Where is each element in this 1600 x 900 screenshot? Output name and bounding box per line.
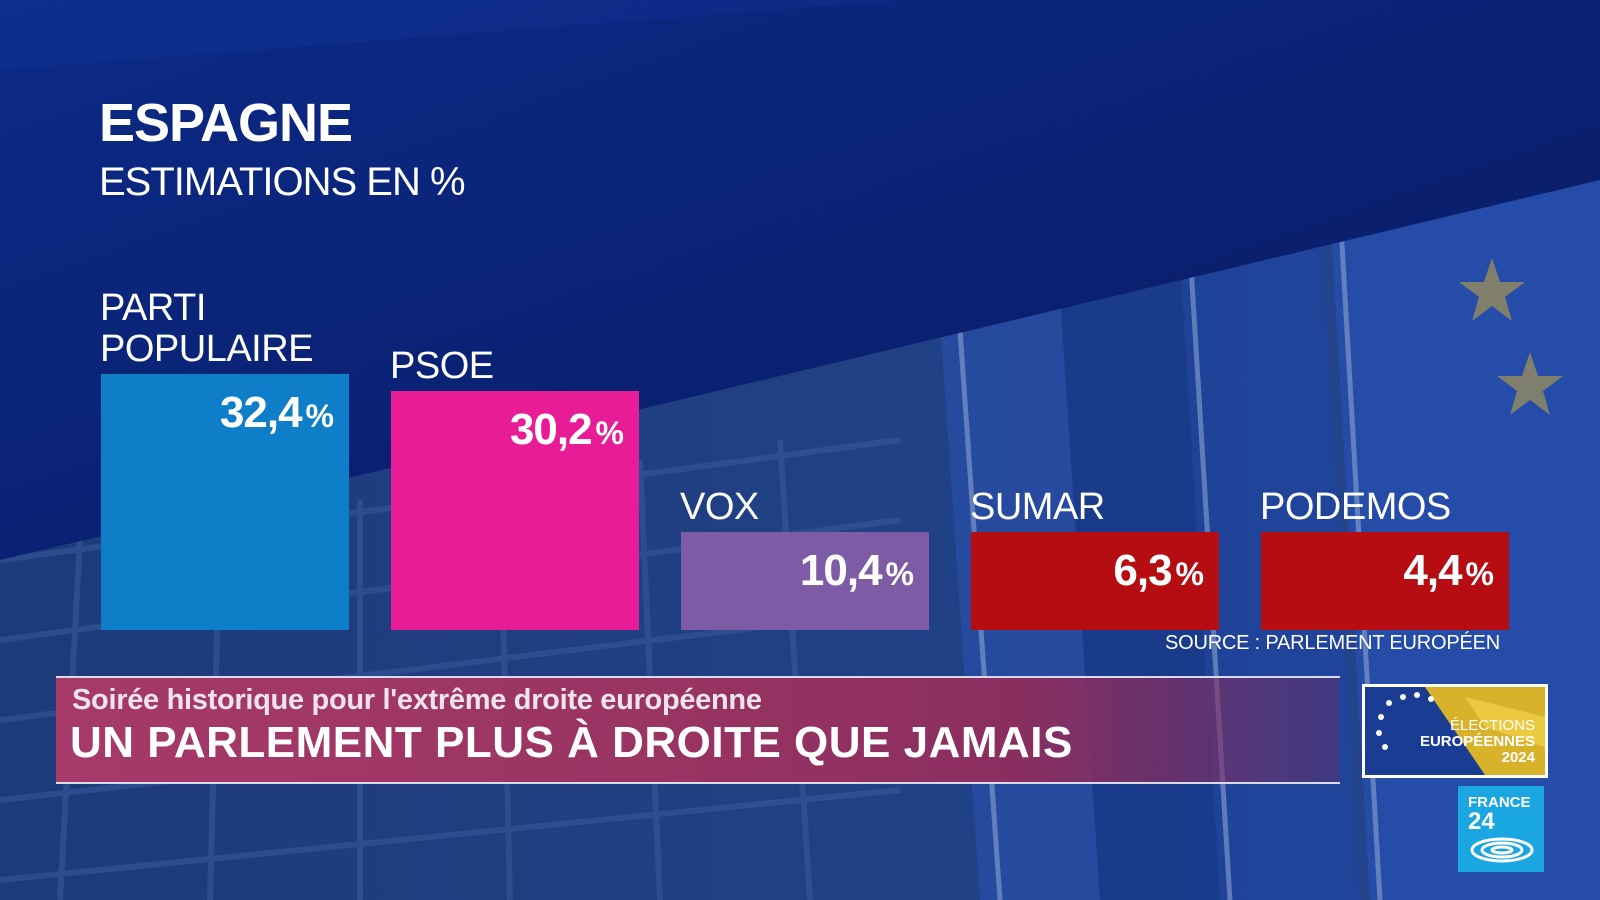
- eu-stars-icon: [1376, 687, 1545, 775]
- france24-logo: FRANCE 24: [1458, 786, 1544, 872]
- bar-category-label: PODEMOS: [1260, 486, 1451, 528]
- banner-subtitle: Soirée historique pour l'extrême droite …: [72, 684, 762, 716]
- chart-subtitle: ESTIMATIONS EN %: [99, 160, 466, 204]
- bar-category-label: SUMAR: [970, 486, 1105, 528]
- bar-1: 30,2%: [391, 391, 639, 630]
- bar-2: 10,4%: [681, 532, 929, 630]
- news-banner: Soirée historique pour l'extrême droite …: [56, 676, 1340, 784]
- france24-logo-line1: FRANCE: [1468, 794, 1531, 811]
- bar-value-label: 6,3%: [1113, 546, 1204, 596]
- bar-value-unit: %: [1465, 556, 1494, 592]
- source-note: SOURCE : PARLEMENT EUROPÉEN: [1164, 632, 1500, 654]
- bar-category-label: PARTI POPULAIRE: [100, 287, 314, 370]
- bar-value-number: 6,3: [1113, 546, 1172, 595]
- bar-category-label: PSOE: [390, 345, 494, 388]
- bar-0: 32,4%: [101, 374, 349, 630]
- bar-value-unit: %: [595, 415, 624, 452]
- bar-value-label: 4,4%: [1403, 546, 1494, 596]
- bar-value-unit: %: [1175, 556, 1204, 592]
- bar-value-number: 4,4: [1403, 546, 1462, 595]
- bar-value-number: 30,2: [509, 405, 593, 455]
- elections-logo-line2: EUROPÉENNES: [1419, 733, 1535, 750]
- bar-value-label: 10,4%: [799, 546, 914, 596]
- signal-waves-icon: [1470, 837, 1534, 863]
- bar-value-number: 10,4: [799, 546, 883, 595]
- banner-headline: UN PARLEMENT PLUS À DROITE QUE JAMAIS: [70, 718, 1073, 767]
- bar-value-unit: %: [305, 398, 334, 434]
- bar-value-unit: %: [885, 556, 914, 592]
- elections-logo: ÉLECTIONS EUROPÉENNES 2024: [1362, 684, 1548, 778]
- elections-logo-line3: 2024: [1501, 749, 1535, 766]
- bar-4: 4,4%: [1261, 532, 1509, 630]
- chart-title: ESPAGNE: [99, 93, 353, 153]
- france24-logo-line2: 24: [1468, 808, 1495, 835]
- bar-category-label: VOX: [680, 486, 759, 528]
- bar-value-label: 32,4%: [219, 388, 334, 438]
- elections-logo-line1: ÉLECTIONS: [1449, 717, 1535, 734]
- bar-3: 6,3%: [971, 532, 1219, 630]
- bar-value-label: 30,2%: [509, 405, 624, 455]
- bar-value-number: 32,4: [219, 388, 303, 437]
